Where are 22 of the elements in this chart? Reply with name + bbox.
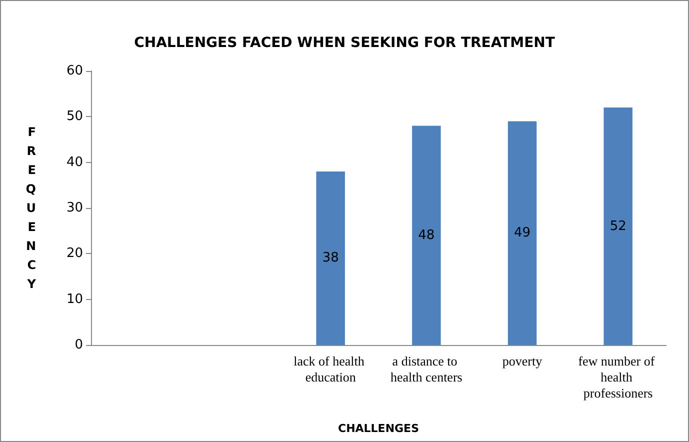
y-tick-label: 60 — [66, 64, 83, 78]
x-axis-title: CHALLENGES — [338, 422, 420, 435]
bar — [412, 126, 441, 345]
data-label: 38 — [322, 250, 339, 266]
y-tick-label: 20 — [66, 246, 83, 262]
y-tick-label: 10 — [66, 292, 83, 307]
text: FREQUENCY — [26, 125, 36, 291]
y-tick-label: 0 — [74, 338, 83, 352]
x-tick-label: lack of health education — [294, 354, 368, 384]
x-tick-label: few number of health professioners — [578, 354, 658, 400]
y-tick-label: 40 — [66, 154, 83, 170]
data-label: 52 — [610, 218, 626, 234]
bar — [604, 108, 632, 345]
bar — [316, 171, 345, 345]
data-label: 48 — [418, 228, 435, 243]
x-tick-label: poverty — [502, 354, 543, 368]
y-tick-label: 30 — [66, 200, 83, 216]
bar — [508, 121, 537, 345]
x-tick-label: a distance to health centers — [390, 354, 462, 384]
chart-title: CHALLENGES FACED WHEN SEEKING FOR TREATMENT — [134, 35, 556, 51]
data-label: 49 — [514, 226, 531, 241]
y-tick-label: 50 — [66, 109, 83, 124]
